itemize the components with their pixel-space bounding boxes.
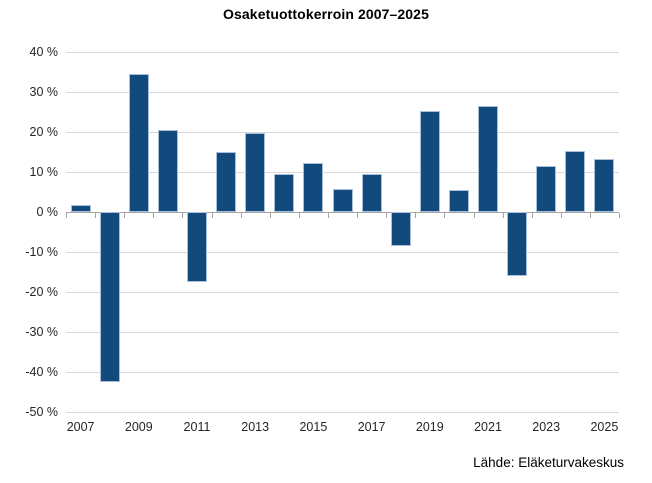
- bar-2008: [99, 212, 120, 382]
- x-axis-tick-label: 2017: [357, 420, 386, 434]
- axis-tick: [269, 213, 271, 218]
- bar-2011: [187, 212, 207, 282]
- y-axis-tick-label: -40 %: [25, 365, 58, 379]
- axis-tick: [619, 213, 620, 218]
- axis-tick: [211, 213, 213, 218]
- bar-2019: [419, 111, 440, 212]
- y-axis-tick-label: -30 %: [25, 325, 58, 339]
- axis-tick: [560, 213, 562, 218]
- source-label: Lähde: Eläketurvakeskus: [473, 455, 624, 470]
- gridline: [66, 132, 619, 133]
- axis-tick: [589, 213, 591, 218]
- y-axis-tick-label: -50 %: [25, 405, 58, 419]
- x-axis-tick-label: 2021: [474, 420, 502, 434]
- y-axis-tick-label: 10 %: [29, 165, 59, 179]
- x-axis-tick-label: 2025: [590, 420, 619, 434]
- bar-2015: [303, 163, 324, 212]
- gridline: [66, 252, 619, 253]
- y-axis-tick-label: 0 %: [36, 205, 58, 219]
- bar-2014: [274, 174, 295, 212]
- axis-tick: [473, 213, 475, 218]
- bar-2016: [332, 189, 353, 212]
- x-axis-tick-label: 2011: [183, 420, 211, 434]
- gridline: [66, 332, 619, 333]
- gridline: [66, 412, 619, 413]
- axis-tick: [531, 213, 533, 218]
- bar-2012: [216, 152, 237, 212]
- y-axis-tick-label: 30 %: [29, 85, 59, 99]
- y-axis-tick-label: 20 %: [29, 125, 59, 139]
- x-axis-line: [66, 212, 619, 213]
- y-axis-tick-label: -20 %: [25, 285, 58, 299]
- axis-tick: [386, 213, 388, 218]
- axis-tick: [327, 213, 329, 218]
- axis-tick: [95, 213, 97, 218]
- bar-2020: [448, 190, 469, 212]
- bar-2023: [536, 166, 557, 212]
- y-axis-tick-label: -10 %: [25, 245, 58, 259]
- gridline: [66, 92, 619, 93]
- bar-2010: [157, 129, 178, 212]
- axis-tick: [357, 213, 359, 218]
- axis-tick: [66, 213, 67, 218]
- bar-2021: [478, 105, 498, 212]
- axis-tick: [153, 213, 155, 218]
- axis-tick: [240, 213, 242, 218]
- bar-2017: [361, 174, 382, 212]
- axis-tick: [298, 213, 300, 218]
- chart-title: Osaketuottokerroin 2007–2025: [223, 6, 429, 22]
- y-axis-tick-label: 40 %: [29, 45, 59, 59]
- gridline: [66, 172, 619, 173]
- bar-2007: [70, 204, 91, 212]
- x-axis-tick-label: 2019: [415, 420, 444, 434]
- x-axis-tick-label: 2007: [66, 420, 95, 434]
- gridline: [66, 292, 619, 293]
- axis-tick: [444, 213, 446, 218]
- axis-tick: [502, 213, 504, 218]
- bar-2018: [390, 212, 411, 246]
- gridline: [66, 52, 619, 53]
- bar-2024: [565, 150, 586, 212]
- bar-2009: [128, 74, 149, 212]
- bar-2013: [245, 132, 266, 212]
- bar-2025: [594, 158, 615, 212]
- x-axis-tick-label: 2015: [299, 420, 328, 434]
- axis-tick: [124, 213, 126, 218]
- axis-tick: [415, 213, 417, 218]
- axis-tick: [182, 213, 184, 218]
- gridline: [66, 372, 619, 373]
- x-axis-tick-label: 2009: [124, 420, 153, 434]
- bar-2022: [507, 212, 528, 276]
- x-axis-tick-label: 2023: [532, 420, 561, 434]
- x-axis-tick-label: 2013: [241, 420, 270, 434]
